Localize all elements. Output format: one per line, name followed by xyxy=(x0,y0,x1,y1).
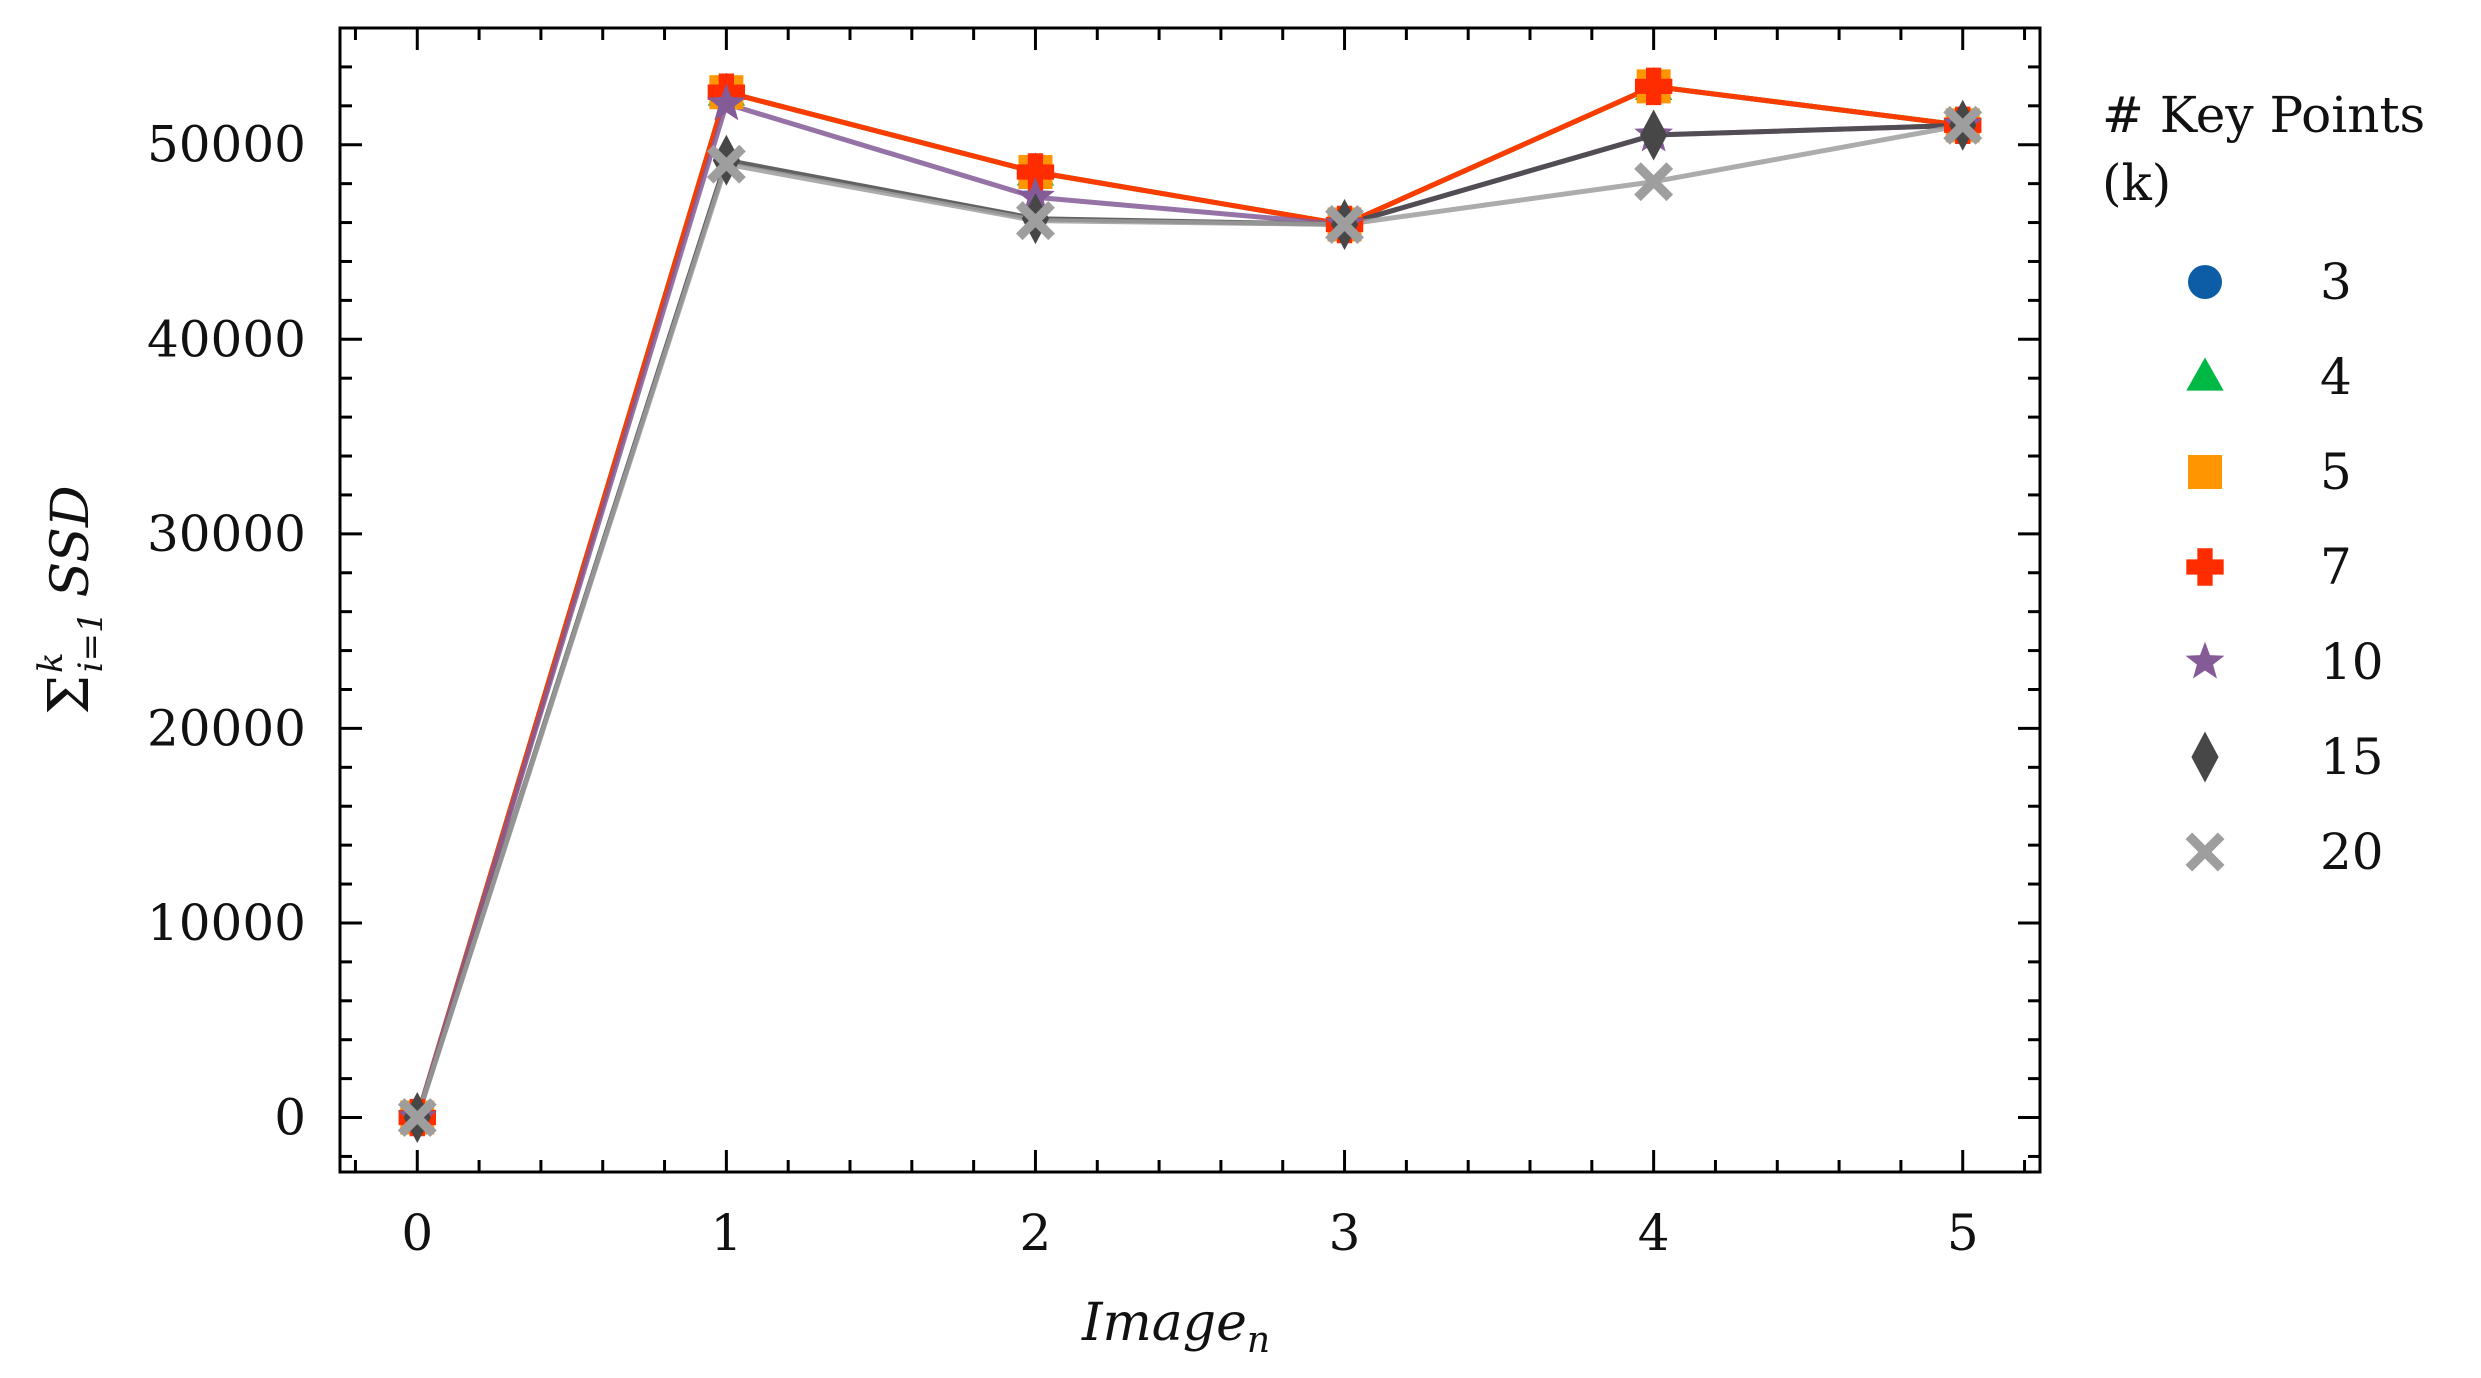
legend-label: 4 xyxy=(2320,348,2352,406)
x-tick-label: 0 xyxy=(401,1204,433,1262)
data-point-20 xyxy=(1943,105,1983,145)
data-point-10 xyxy=(706,83,746,121)
legend-marker-3 xyxy=(2188,265,2222,299)
legend-item-3: 3 xyxy=(2188,253,2352,311)
y-axis-label-subscript: i=1 xyxy=(71,611,111,672)
x-tick-label: 5 xyxy=(1947,1204,1979,1262)
y-axis-label-text: SSD xyxy=(41,485,101,597)
y-axis-label-superscript: k xyxy=(31,652,71,673)
legend-marker-5 xyxy=(2188,455,2222,489)
legend-label: 5 xyxy=(2320,443,2352,501)
legend-label: 15 xyxy=(2320,728,2384,786)
legend-title: # Key Points xyxy=(2102,86,2425,144)
legend-item-10: 10 xyxy=(2185,633,2384,691)
plot-frame xyxy=(338,26,2042,1174)
y-tick-label: 50000 xyxy=(147,116,306,174)
y-axis-label-sigma: Σ xyxy=(37,675,102,715)
x-tick-label: 4 xyxy=(1638,1204,1670,1262)
legend-label: 20 xyxy=(2320,823,2384,881)
legend-item-20: 20 xyxy=(2185,823,2384,881)
data-point-7 xyxy=(1016,153,1055,191)
legend-marker-20 xyxy=(2185,832,2225,872)
y-tick-label: 30000 xyxy=(147,505,306,563)
y-tick-label: 20000 xyxy=(147,699,306,757)
y-tick-label: 10000 xyxy=(147,894,306,952)
legend: # Key Points (k) 3 4 5 7 10 15 20 xyxy=(2102,86,2425,881)
series-markers xyxy=(397,66,1983,1144)
legend-marker-4 xyxy=(2186,357,2224,391)
data-point-20 xyxy=(397,1098,437,1137)
series-lines xyxy=(414,83,1964,1119)
legend-items: 3 4 5 7 10 15 20 xyxy=(2185,253,2384,881)
series-line-7 xyxy=(414,83,1964,1119)
y-tick-label: 0 xyxy=(274,1089,306,1147)
data-point-20 xyxy=(1634,162,1674,202)
legend-item-7: 7 xyxy=(2186,538,2352,596)
legend-item-15: 15 xyxy=(2191,728,2384,786)
data-point-20 xyxy=(1325,205,1365,244)
axis-ticks: 0 1 2 3 4 5 0 10000 20000 30000 40000 50000 xyxy=(147,28,2040,1262)
legend-marker-10 xyxy=(2185,641,2225,679)
data-point-20 xyxy=(1015,201,1055,241)
legend-title-k: (k) xyxy=(2102,154,2171,212)
legend-marker-15 xyxy=(2191,731,2219,783)
data-point-20 xyxy=(706,144,746,184)
y-axis-label: Σki=1 SSD xyxy=(31,485,111,714)
data-point-7 xyxy=(1634,67,1673,106)
x-axis-label: Imagen xyxy=(1081,1293,1270,1361)
y-tick-label: 40000 xyxy=(147,310,306,368)
legend-label: 3 xyxy=(2320,253,2352,311)
x-axis-label-subscript: n xyxy=(1247,1320,1270,1361)
legend-item-4: 4 xyxy=(2186,348,2352,406)
x-tick-label: 1 xyxy=(710,1204,742,1262)
data-point-15 xyxy=(1640,109,1668,161)
series-line-20 xyxy=(414,122,1964,1119)
legend-label: 7 xyxy=(2320,538,2352,596)
legend-label: 10 xyxy=(2320,633,2384,691)
x-tick-label: 2 xyxy=(1020,1204,1052,1262)
x-tick-label: 3 xyxy=(1329,1204,1361,1262)
legend-marker-7 xyxy=(2186,548,2224,586)
legend-item-5: 5 xyxy=(2188,443,2352,501)
svg-text:Σki=1SSD: Σki=1 SSD xyxy=(31,485,111,714)
